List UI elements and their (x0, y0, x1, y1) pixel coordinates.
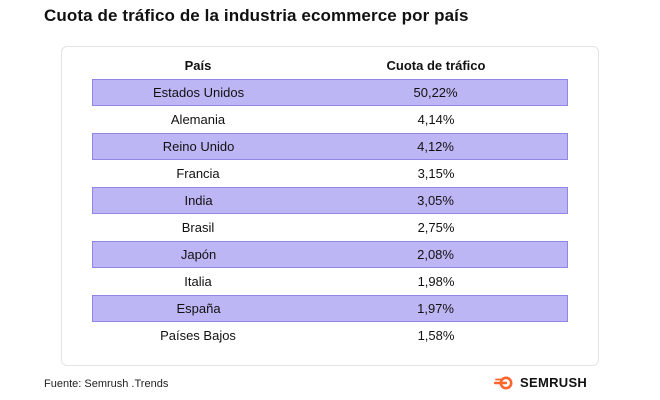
country-cell: Países Bajos (160, 328, 236, 343)
table-body: Estados Unidos 50,22% Alemania 4,14% Reino U… (92, 79, 568, 349)
semrush-logo: SEMRUSH (494, 375, 587, 390)
share-cell: 2,75% (417, 220, 455, 235)
country-cell: India (184, 193, 213, 208)
table-row: India 3,05% (92, 187, 568, 214)
semrush-flame-icon (494, 376, 513, 389)
table-header-row: País Cuota de tráfico (92, 51, 568, 79)
table-row: Japón 2,08% (92, 241, 568, 268)
table-row: Brasil 2,75% (92, 214, 568, 241)
country-cell: Francia (176, 166, 220, 181)
share-cell: 3,15% (417, 166, 455, 181)
table-card: País Cuota de tráfico Estados Unidos 50,2… (61, 46, 599, 366)
column-header-country: País (184, 57, 212, 73)
source-note: Fuente: Semrush .Trends (44, 378, 169, 390)
country-cell: España (176, 301, 221, 316)
share-cell: 3,05% (417, 193, 454, 208)
table-row: España 1,97% (92, 295, 568, 322)
table-row: Alemania 4,14% (92, 106, 568, 133)
country-cell: Reino Unido (162, 139, 235, 154)
share-cell: 2,08% (417, 247, 454, 262)
semrush-wordmark: SEMRUSH (520, 375, 588, 390)
country-cell: Italia (184, 274, 212, 289)
traffic-share-table: País Cuota de tráfico Estados Unidos 50,2… (92, 51, 568, 349)
country-cell: Brasil (181, 220, 215, 235)
chart-title: Cuota de tráfico de la industria ecommer… (44, 6, 469, 25)
share-cell: 50,22% (413, 85, 458, 100)
share-cell: 4,14% (417, 112, 455, 127)
share-cell: 4,12% (417, 139, 454, 154)
share-cell: 1,98% (417, 274, 455, 289)
country-cell: Estados Unidos (153, 85, 245, 100)
table-row: Países Bajos 1,58% (92, 322, 568, 349)
country-cell: Alemania (170, 112, 226, 127)
table-row: Francia 3,15% (92, 160, 568, 187)
column-header-share: Cuota de tráfico (386, 57, 486, 73)
table-row: Estados Unidos 50,22% (92, 79, 568, 106)
share-cell: 1,58% (417, 328, 455, 343)
country-cell: Japón (180, 247, 217, 262)
share-cell: 1,97% (417, 301, 454, 316)
table-row: Italia 1,98% (92, 268, 568, 295)
table-row: Reino Unido 4,12% (92, 133, 568, 160)
